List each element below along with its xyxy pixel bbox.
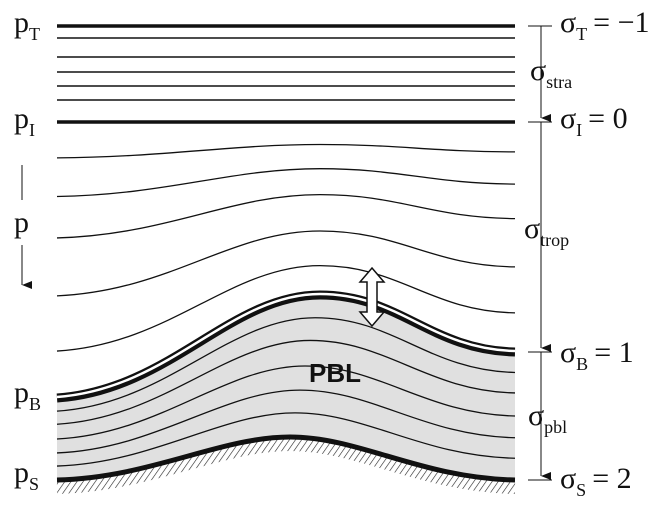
left-label: p [14, 206, 29, 239]
region-label: PBL [309, 358, 361, 388]
left-label: pI [14, 102, 35, 140]
left-label: pT [14, 6, 40, 44]
sigma-line [56, 230, 516, 297]
sigma-line [56, 194, 516, 239]
ground-hatch [56, 436, 516, 494]
right-label: σT = −1 [560, 6, 650, 44]
left-label: pS [14, 456, 39, 494]
sigma-bracket [528, 25, 552, 481]
pbl-top-gap [56, 292, 516, 399]
pbl-fill [57, 295, 515, 480]
pbl-line [56, 412, 516, 467]
pbl-line [56, 389, 516, 454]
pbl-arrow [358, 266, 386, 328]
right-label: σI = 0 [560, 102, 628, 140]
pbl-line [56, 365, 516, 440]
sigma-line [56, 143, 516, 159]
pbl-line [56, 317, 516, 412]
layers: PBL [56, 24, 516, 494]
pbl-line [56, 339, 516, 425]
right-label: σS = 2 [560, 462, 632, 500]
right-label: σpbl [528, 399, 567, 437]
surface [56, 434, 516, 483]
sigma-line [56, 168, 516, 198]
right-label: σstra [530, 54, 572, 92]
right-label: σB = 1 [560, 336, 634, 374]
right-label: σtrop [524, 212, 569, 250]
left-label: pB [14, 376, 41, 414]
sigma-line [56, 264, 516, 352]
